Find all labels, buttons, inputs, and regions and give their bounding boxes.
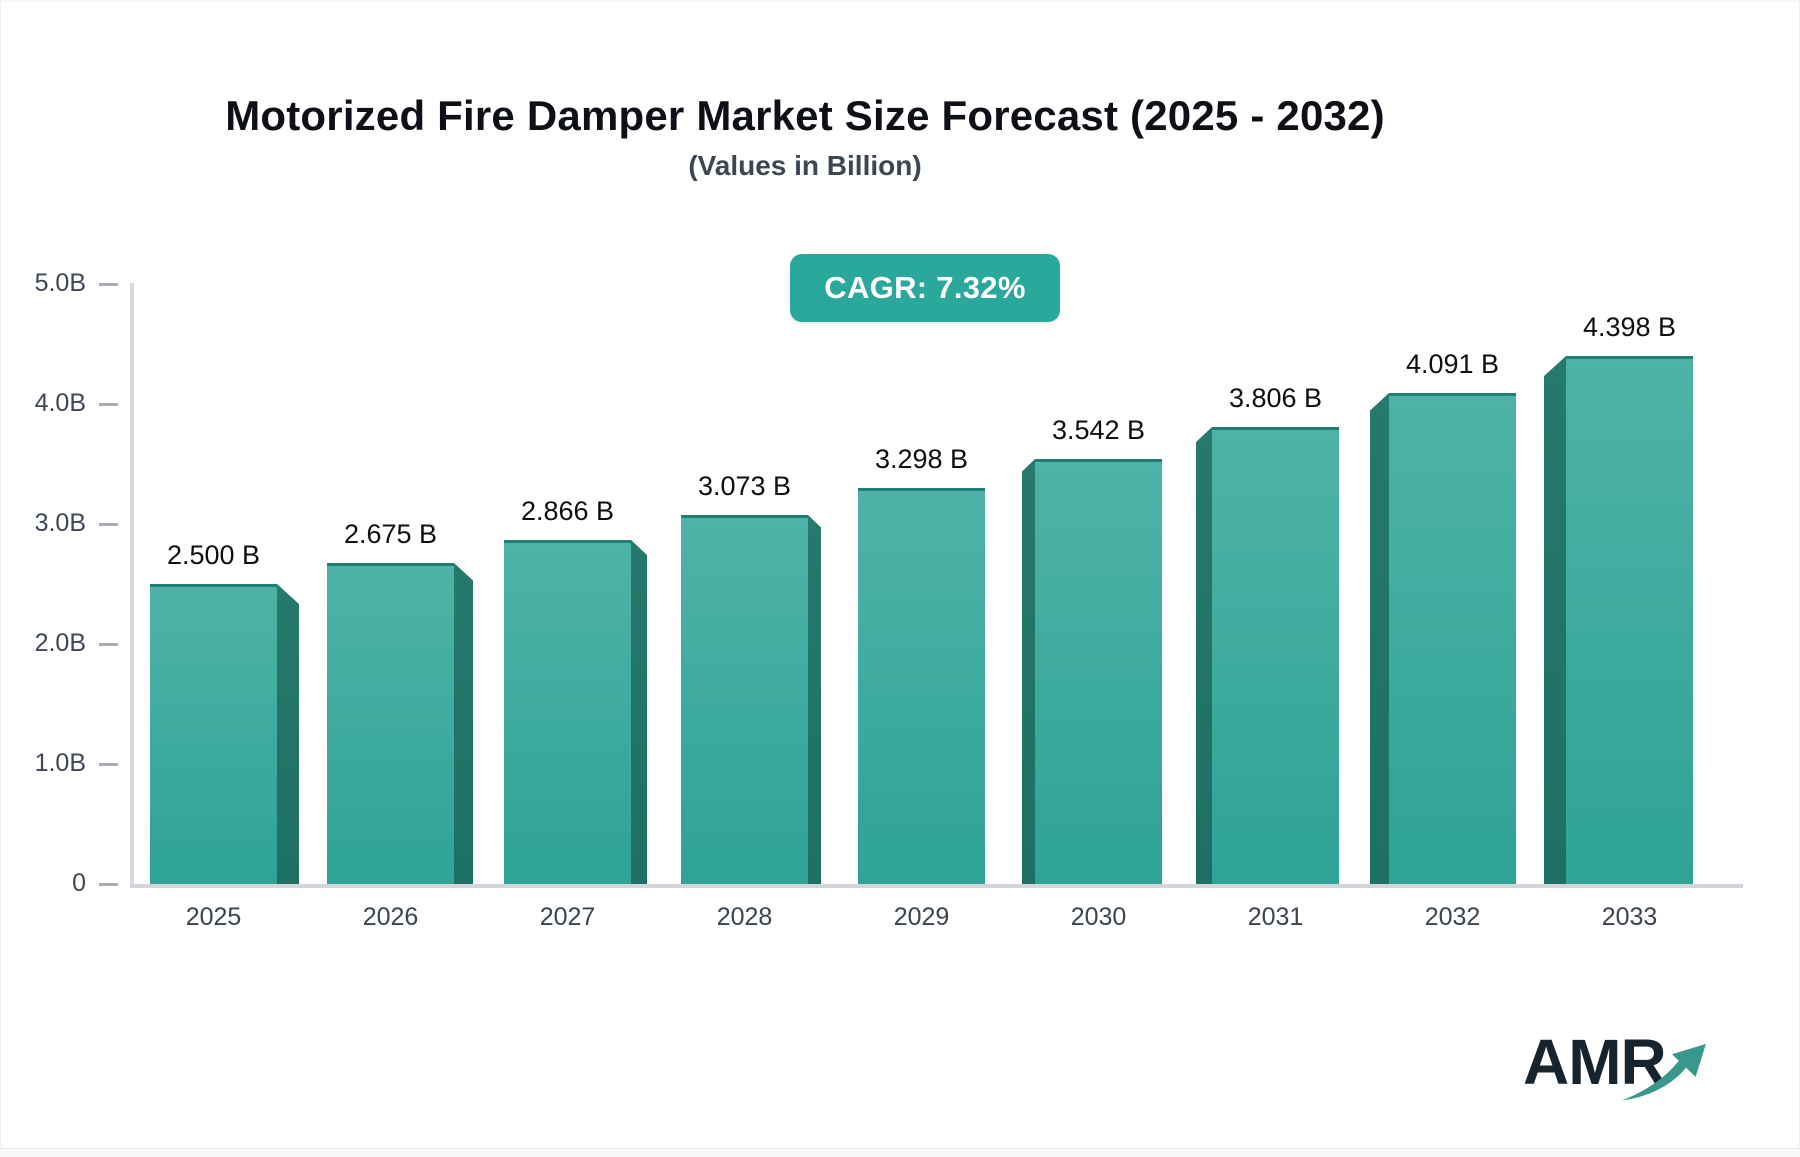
bar-value-label: 3.806 B [1228,383,1323,413]
bar-value-label: 3.298 B [874,444,969,474]
growth-arrow-icon [1622,1043,1706,1101]
bar-value-label: 3.073 B [697,471,792,501]
y-axis-label: 0 [72,869,86,897]
bar-2033 [1566,356,1693,884]
bar-value-label: 2.866 B [520,496,615,526]
y-axis-label: 3.0B [34,509,86,537]
y-axis-tick [99,643,118,646]
bar-2031 [1212,427,1339,884]
x-axis-label-2028: 2028 [716,903,773,931]
y-axis-tick [99,403,118,406]
bar-value-label: 4.091 B [1405,349,1500,379]
x-axis-label-2030: 2030 [1070,903,1127,931]
bar-value-label: 2.500 B [166,540,261,570]
y-axis-tick [99,523,118,526]
x-axis-label-2025: 2025 [185,903,242,931]
x-axis-line [130,884,1743,888]
bar-value-label: 3.542 B [1051,415,1146,445]
bar-side-2025 [277,584,299,884]
bar-2028 [681,515,808,884]
page-subtitle: (Values in Billion) [688,150,922,181]
y-axis-tick [99,283,118,286]
bar-side-2030 [1022,459,1035,884]
bar-2032 [1389,393,1516,884]
x-axis-label-2033: 2033 [1601,903,1658,931]
amr-logo: AMR [1523,1030,1723,1120]
bar-side-2033 [1544,356,1566,884]
bar-2026 [327,563,454,884]
x-axis-label-2032: 2032 [1424,903,1481,931]
y-axis-label: 2.0B [34,629,86,657]
x-axis-label-2031: 2031 [1247,903,1304,931]
x-axis-label-2027: 2027 [539,903,596,931]
y-axis-line [130,283,134,888]
y-axis-label: 1.0B [34,749,86,777]
amr-logo-text: AMR [1523,1026,1667,1098]
bar-side-2028 [808,515,821,884]
bar-side-2031 [1196,427,1212,884]
bar-side-2027 [631,540,647,884]
bar-value-label: 2.675 B [343,519,438,549]
y-axis-label: 4.0B [34,389,86,417]
page-left-edge [0,0,1,1156]
cagr-badge: CAGR: 7.32% [790,254,1060,322]
y-axis-tick [99,763,118,766]
bar-side-2026 [454,563,473,884]
y-axis-label: 5.0B [34,269,86,297]
bar-side-2032 [1370,393,1389,884]
page-title: Motorized Fire Damper Market Size Foreca… [225,92,1385,139]
x-axis-label-2029: 2029 [893,903,950,931]
bar-2030 [1035,459,1162,884]
bar-2027 [504,540,631,884]
page-top-edge [0,0,1800,2]
x-axis-label-2026: 2026 [362,903,419,931]
bar-2029 [858,488,985,884]
y-axis-tick [99,883,118,886]
bar-2025 [150,584,277,884]
page-bottom-edge [0,1148,1800,1157]
bar-value-label: 4.398 B [1582,312,1677,342]
